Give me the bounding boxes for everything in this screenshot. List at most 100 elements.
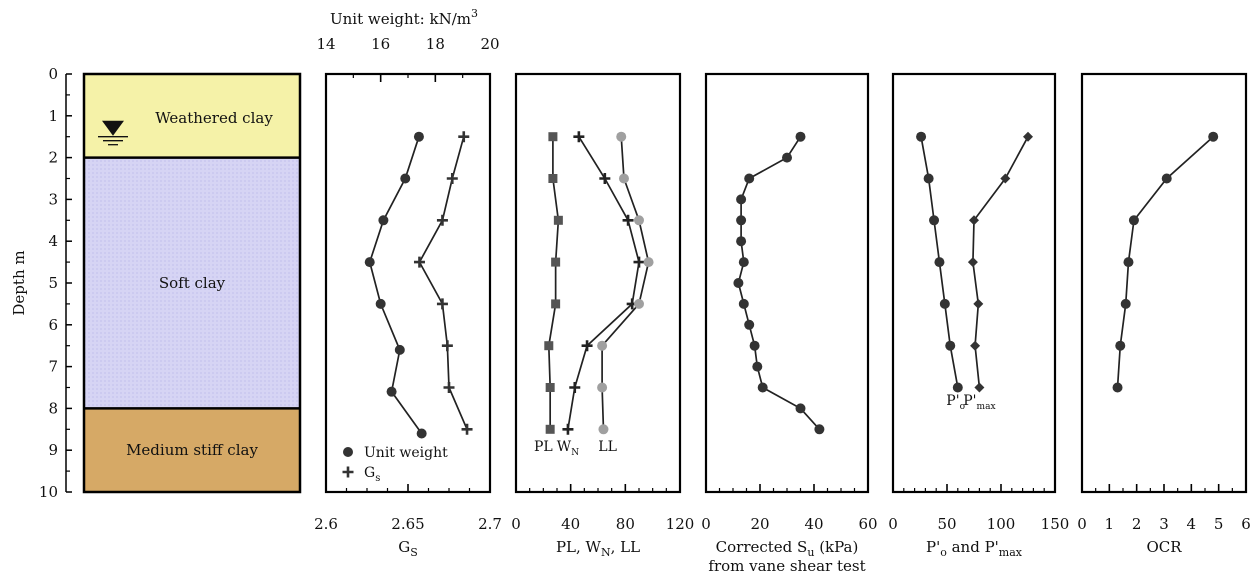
x-axis-title: OCR bbox=[1146, 538, 1182, 556]
x-tick-label: 100 bbox=[987, 515, 1016, 533]
depth-tick-label: 7 bbox=[48, 358, 58, 376]
depth-tick-label: 5 bbox=[48, 274, 58, 292]
data-point bbox=[618, 173, 629, 184]
panel-frame bbox=[514, 72, 682, 494]
x-tick-label: 150 bbox=[1041, 515, 1070, 533]
x-tick-label: 5 bbox=[1214, 515, 1224, 533]
depth-tick-label: 0 bbox=[48, 65, 58, 83]
data-point bbox=[553, 215, 563, 225]
data-point bbox=[573, 131, 585, 143]
data-point bbox=[749, 340, 760, 351]
legend-marker bbox=[342, 466, 354, 478]
data-point bbox=[744, 173, 755, 184]
x-axis-title-text: Corrected S bbox=[716, 538, 808, 556]
x-tick-label: 6 bbox=[1241, 515, 1251, 533]
data-point bbox=[939, 298, 950, 309]
data-point bbox=[413, 131, 424, 142]
data-point bbox=[967, 257, 978, 268]
x-axis-title: PL, WN, LL bbox=[556, 538, 640, 559]
depth-tick-label: 8 bbox=[48, 399, 58, 417]
data-point bbox=[416, 428, 427, 439]
soil-layer bbox=[84, 74, 300, 158]
data-point bbox=[814, 424, 825, 435]
x-tick-label: 40 bbox=[561, 515, 580, 533]
top-tick-label: 16 bbox=[371, 35, 390, 53]
x-tick-label: 2.65 bbox=[391, 515, 424, 533]
data-point bbox=[548, 132, 558, 142]
data-point bbox=[782, 152, 792, 163]
soil-layer-label: Medium stiff clay bbox=[126, 441, 258, 459]
data-point bbox=[400, 173, 411, 184]
top-axis-title-text: Unit weight: kN/m bbox=[330, 10, 471, 28]
x-tick-label: 2.7 bbox=[478, 515, 502, 533]
series-pl bbox=[544, 132, 563, 434]
annotation-subscript: o bbox=[960, 402, 965, 412]
x-tick-label: 2.6 bbox=[314, 515, 338, 533]
x-tick-label: 50 bbox=[937, 515, 956, 533]
data-point bbox=[1208, 131, 1219, 142]
data-point bbox=[795, 403, 806, 414]
x-tick-label: 3 bbox=[1159, 515, 1169, 533]
data-point bbox=[446, 173, 458, 184]
x-axis-title-text: P' bbox=[926, 538, 940, 556]
data-point bbox=[599, 173, 611, 184]
data-point bbox=[738, 298, 749, 309]
data-point bbox=[795, 131, 806, 142]
legend-label-subscript: s bbox=[375, 473, 380, 484]
legend-label-text: G bbox=[364, 465, 375, 481]
data-point bbox=[375, 298, 386, 309]
data-point bbox=[970, 340, 981, 351]
data-point bbox=[744, 319, 755, 330]
soil-column-frame bbox=[82, 72, 302, 494]
data-point bbox=[945, 340, 956, 351]
data-point bbox=[1128, 215, 1139, 226]
data-point bbox=[633, 256, 645, 268]
x-axis-title-line2: from vane shear test bbox=[708, 557, 865, 572]
data-point bbox=[634, 298, 644, 309]
data-point bbox=[929, 215, 940, 226]
x-tick-label: 80 bbox=[616, 515, 635, 533]
series-annotation: LL bbox=[598, 439, 617, 455]
x-tick-label: 0 bbox=[701, 515, 711, 533]
series-p-o bbox=[916, 131, 963, 393]
x-axis-title-subscript: S bbox=[410, 546, 418, 559]
series-ocr bbox=[1112, 131, 1219, 393]
x-axis-title: GS bbox=[398, 538, 418, 559]
panel-su: 0 20 40 60 Corrected Su (kPa)from vane shear… bbox=[701, 72, 878, 572]
data-point bbox=[1112, 382, 1123, 393]
soil-layer-label: Soft clay bbox=[159, 274, 226, 292]
annotation-text: PL bbox=[534, 439, 553, 455]
data-point bbox=[1161, 173, 1172, 184]
annotation-text: LL bbox=[598, 439, 617, 455]
data-point bbox=[436, 214, 448, 226]
depth-tick-label: 3 bbox=[48, 190, 58, 208]
series-annotation: P'o bbox=[946, 393, 965, 412]
series-su bbox=[733, 131, 825, 435]
data-point bbox=[386, 386, 397, 397]
depth-tick-label: 9 bbox=[48, 441, 58, 459]
x-tick-label: 40 bbox=[804, 515, 823, 533]
data-point bbox=[916, 131, 927, 142]
depth-tick-label: 4 bbox=[48, 232, 58, 250]
series-g bbox=[413, 131, 473, 435]
data-point bbox=[643, 257, 654, 268]
series-annotation: P'max bbox=[963, 393, 995, 412]
data-point bbox=[548, 174, 558, 183]
legend-marker bbox=[343, 447, 353, 457]
data-point bbox=[736, 215, 747, 226]
legend-label-text: Unit weight bbox=[364, 445, 448, 461]
data-point bbox=[364, 257, 375, 268]
data-point bbox=[733, 278, 744, 288]
data-point bbox=[597, 340, 608, 351]
series-w bbox=[562, 131, 645, 435]
data-point bbox=[923, 173, 934, 184]
series-p-max bbox=[967, 131, 1033, 393]
top-axis-title: Unit weight: kN/m3 bbox=[330, 7, 478, 28]
x-axis-title: Corrected Su (kPa) bbox=[716, 538, 859, 559]
x-tick-label: 0 bbox=[1077, 515, 1087, 533]
data-point bbox=[1000, 173, 1011, 184]
x-axis-title-text: G bbox=[398, 538, 410, 556]
